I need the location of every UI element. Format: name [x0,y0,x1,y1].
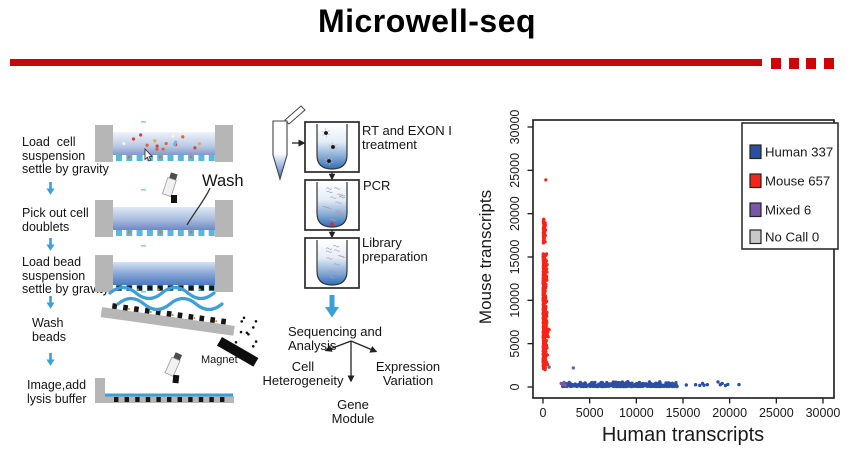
bead-dot [240,320,244,323]
magnet-icon [217,337,259,367]
down-arrow-icon [46,353,55,366]
bead-dot [242,316,246,320]
pcr-tube-box [304,179,360,231]
scatter-plot: 0 5000 10000 15000 20000 25000 30000 0 5000 10000… [478,110,841,446]
bead-dot [252,326,255,329]
tick-mark [141,291,146,293]
rt-exon-tube-box [304,121,360,173]
wash-annotation: Wash [202,172,244,190]
y-axis-label: Mouse transcripts [478,190,495,324]
series-mouse [541,178,551,372]
pcr-label: PCR [363,178,391,193]
page-title: Microwell-seq [317,3,537,39]
wash-stream [116,296,224,312]
y-tick-label: 0 [508,383,522,390]
workflow-step-3-label: Load bead suspension settle by gravity [22,255,109,296]
series-mixed [547,365,575,387]
y-tick-label: 10000 [508,283,522,318]
legend: Human 337 Mouse 657 Mixed 6 No Call 0 [741,122,839,250]
wash-tray-tilted [100,303,235,336]
library-label: Library preparation [362,235,428,264]
gene-module-label: Gene Module [331,397,375,426]
workflow-step-5-label: Image,add lysis buffer [27,378,87,406]
x-tick-label: 0 [540,406,547,420]
wash-pointer-line [186,187,211,226]
sequencing-label: Sequencing and Analysis [288,324,385,353]
x-tick-label: 15000 [666,406,701,420]
lysis-tray [95,378,234,403]
bead-dot [239,330,243,334]
wash-stream [108,285,216,301]
y-tick-label: 20000 [508,196,522,231]
workflow-step-4-label: Wash beads [32,316,67,344]
legend-entry-label: Mixed 6 [765,203,811,218]
bead-dot [254,340,258,343]
accent-square [824,58,834,69]
y-tick-label: 25000 [508,153,522,188]
protocol-diagram [272,105,378,383]
accent-square [789,58,799,69]
microwell-tray-load-beads [95,255,233,292]
y-tick-label: 15000 [508,240,522,275]
microwell-tray-doublets [95,200,233,237]
down-arrow-icon [46,238,55,251]
tick-mark [141,189,146,191]
tick-mark [141,121,146,123]
bead-dot [254,319,258,323]
legend-swatch [749,202,762,218]
x-tick-label: 10000 [619,406,654,420]
picker-tool-icon [161,172,178,203]
legend-entry-label: Human 337 [765,145,833,160]
cell-heterogeneity-label: Cell Heterogeneity [262,359,344,388]
rt-exon-label: RT and EXON I treatment [362,123,452,152]
workflow-step-2-label: Pick out cell doublets [22,206,89,234]
workflow-diagram [95,121,259,403]
picker-tool-icon [164,352,183,384]
accent-square [806,58,816,69]
down-arrow-icon [46,296,55,309]
x-tick-label: 25000 [759,406,794,420]
x-tick-label: 5000 [576,406,604,420]
bead-dot [251,345,255,348]
microwell-tray-load-cells [95,125,233,162]
legend-swatch [749,173,762,189]
bead-dot [245,331,249,335]
workflow-step-1-label: Load cell suspension settle by gravity [22,135,109,176]
bead-dot [234,340,238,344]
legend-entry-label: No Call 0 [765,230,819,245]
title-underline [10,59,762,66]
y-tick-label: 30000 [508,110,522,145]
cursor-icon [144,147,153,162]
analysis-arrow-icon [325,295,339,318]
legend-entry-label: Mouse 657 [765,174,830,189]
expression-variation-label: Expression Variation [375,359,441,388]
tick-mark [141,245,146,247]
eppendorf-tube-icon [272,105,306,181]
accent-square [771,58,781,69]
x-axis-label: Human transcripts [602,424,764,446]
series-human [561,380,741,389]
legend-swatch [749,229,762,245]
x-tick-label: 20000 [712,406,747,420]
analysis-branch-arrows [324,340,378,383]
x-tick-label: 30000 [806,406,841,420]
legend-swatch [749,144,762,160]
library-tube-box [304,237,360,289]
down-arrow-icon [46,182,55,195]
magnet-annotation: Magnet [201,354,238,366]
y-tick-label: 5000 [508,330,522,358]
